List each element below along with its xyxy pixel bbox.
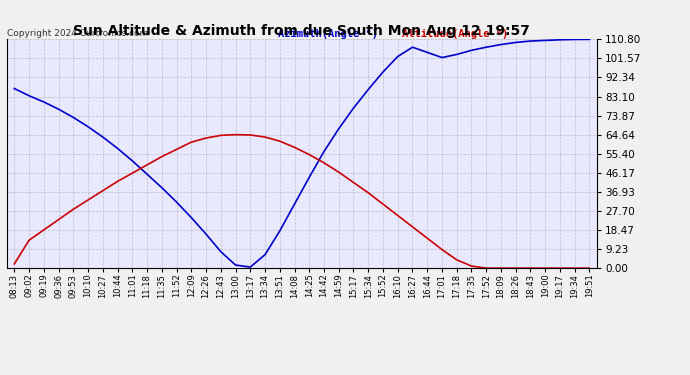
Text: Azimuth(Angle °): Azimuth(Angle °)	[278, 29, 378, 39]
Text: Copyright 2024 Curtronics.com: Copyright 2024 Curtronics.com	[7, 29, 148, 38]
Text: Altitude(Angle °): Altitude(Angle °)	[402, 29, 509, 39]
Title: Sun Altitude & Azimuth from due South Mon Aug 12 19:57: Sun Altitude & Azimuth from due South Mo…	[73, 24, 531, 38]
